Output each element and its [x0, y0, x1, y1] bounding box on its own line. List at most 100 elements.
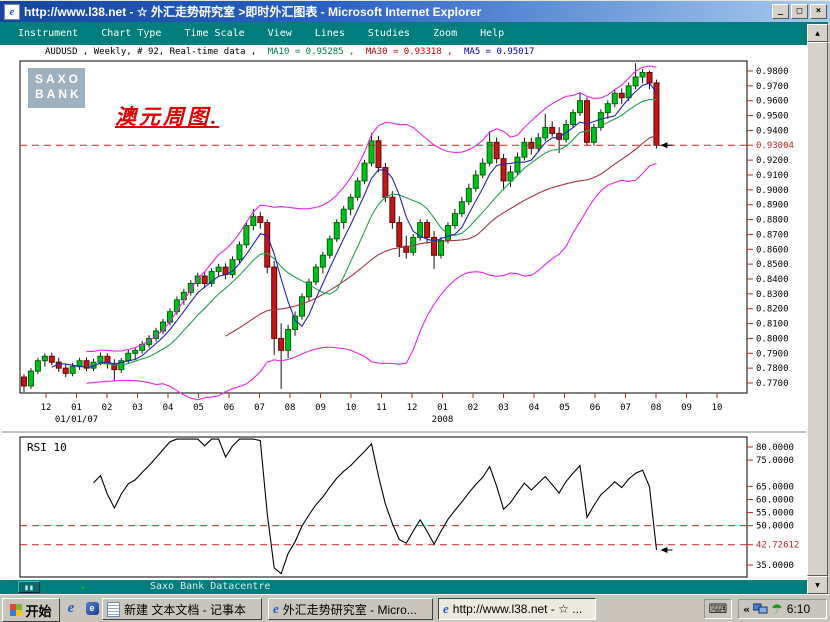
scroll-up-icon[interactable]: ▲ [807, 24, 828, 42]
app-quicklaunch-icon[interactable]: e [84, 600, 100, 616]
notepad-icon [107, 601, 120, 617]
start-button[interactable]: 开始 [2, 598, 60, 622]
svg-text:10: 10 [712, 403, 723, 413]
menu-instrument[interactable]: Instrument [18, 28, 79, 39]
window-controls: _ □ × [772, 4, 827, 19]
minimize-button[interactable]: _ [772, 4, 789, 19]
crosshair-tool-icon[interactable]: + [80, 582, 86, 592]
svg-text:12: 12 [41, 403, 52, 413]
keyboard-tray-icon[interactable]: ⌨ [704, 599, 732, 619]
svg-text:03: 03 [132, 403, 143, 413]
rsi-axis: 80.0000 75.0000 65.0000 60.0000 55.0000 50.00… [747, 443, 799, 571]
svg-text:12: 12 [407, 403, 418, 413]
svg-text:09: 09 [315, 403, 326, 413]
umbrella-tray-icon[interactable]: ☂ [771, 601, 783, 617]
saxo-bank-logo: SAXO BANK [28, 68, 85, 108]
svg-text:02: 02 [468, 403, 479, 413]
svg-text:50.0000: 50.0000 [756, 522, 794, 532]
chart-tool-icon[interactable]: ▮▮ [18, 581, 40, 593]
svg-text:08: 08 [651, 403, 662, 413]
svg-text:0.8600: 0.8600 [756, 245, 789, 255]
menu-chart-type[interactable]: Chart Type [101, 28, 162, 39]
menu-help[interactable]: Help [480, 28, 505, 39]
scrollbar-thumb[interactable] [807, 42, 828, 576]
svg-text:0.9700: 0.9700 [756, 82, 789, 92]
window-frame-left [0, 45, 2, 594]
tray-collapse-icon[interactable]: « [743, 602, 751, 616]
vertical-scrollbar[interactable]: ▲ ▼ [807, 24, 828, 594]
task-button-3[interactable]: e http://www.l38.net - ☆ ... [438, 598, 596, 620]
price-chart-canvas: 0.9800 0.9700 0.9600 0.9500 0.9400 0.9200 0.91… [0, 60, 806, 578]
rsi-label: RSI 10 [27, 441, 67, 454]
task-button-1[interactable]: 新建 文本文档 - 记事本 [102, 598, 262, 620]
system-tray: « ☂ 6:10 [738, 599, 827, 619]
main-chart-box [19, 60, 748, 394]
taskbar: 开始 e e 新建 文本文档 - 记事本 e 外汇走势研究室 - Micro... e… [0, 594, 830, 622]
svg-text:0.8400: 0.8400 [756, 275, 789, 285]
svg-text:0.9200: 0.9200 [756, 156, 789, 166]
svg-text:04: 04 [163, 403, 174, 413]
svg-text:0.7800: 0.7800 [756, 364, 789, 374]
ie-page-icon: e [4, 3, 20, 20]
chart-header: AUDUSD , Weekly, # 92, Real-time data , … [45, 47, 540, 57]
ie-icon: e [273, 601, 279, 616]
svg-text:07: 07 [254, 403, 265, 413]
last-price-label: 0.93004 [756, 141, 794, 151]
svg-text:75.0000: 75.0000 [756, 456, 794, 466]
status-bar: ▮▮ + Saxo Bank Datacentre [0, 580, 807, 594]
scroll-down-icon[interactable]: ▼ [807, 576, 828, 594]
ie-quicklaunch-icon[interactable]: e [67, 599, 75, 616]
svg-text:60.0000: 60.0000 [756, 495, 794, 505]
svg-text:0.8300: 0.8300 [756, 290, 789, 300]
network-tray-icon[interactable] [753, 603, 768, 615]
svg-text:0.9400: 0.9400 [756, 126, 789, 136]
window-title: http://www.l38.net - ☆ 外汇走势研究室 >即时外汇图表 -… [24, 5, 482, 19]
task-button-label: 新建 文本文档 - 记事本 [124, 602, 246, 617]
menu-studies[interactable]: Studies [367, 28, 411, 39]
svg-text:06: 06 [224, 403, 235, 413]
task-button-2[interactable]: e 外汇走势研究室 - Micro... [268, 598, 433, 620]
svg-text:0.8700: 0.8700 [756, 230, 789, 240]
windows-flag-icon [10, 604, 23, 616]
menu-zoom[interactable]: Zoom [433, 28, 458, 39]
instrument-info: AUDUSD , Weekly, # 92, Real-time data , [45, 47, 257, 57]
svg-text:2008: 2008 [432, 415, 454, 425]
svg-text:0.7700: 0.7700 [756, 379, 789, 389]
menu-bar: Instrument Chart Type Time Scale View Lines S… [0, 22, 830, 45]
title-bar: e http://www.l38.net - ☆ 外汇走势研究室 >即时外汇图表… [0, 0, 830, 22]
svg-text:0.9100: 0.9100 [756, 171, 789, 181]
start-label: 开始 [25, 603, 52, 619]
svg-text:0.8100: 0.8100 [756, 320, 789, 330]
menu-view[interactable]: View [267, 28, 292, 39]
menu-time-scale[interactable]: Time Scale [184, 28, 245, 39]
svg-text:07: 07 [620, 403, 631, 413]
svg-text:08: 08 [285, 403, 296, 413]
svg-text:65.0000: 65.0000 [756, 482, 794, 492]
status-text: Saxo Bank Datacentre [150, 581, 271, 592]
maximize-button[interactable]: □ [791, 4, 808, 19]
svg-text:55.0000: 55.0000 [756, 509, 794, 519]
svg-text:01: 01 [437, 403, 448, 413]
svg-text:0.9000: 0.9000 [756, 186, 789, 196]
svg-text:09: 09 [681, 403, 692, 413]
ma10-label: MA10 = 0.95285 , [267, 47, 355, 57]
logo-line2: BANK [35, 87, 82, 101]
menu-lines[interactable]: Lines [314, 28, 345, 39]
window-frame-right [828, 22, 830, 594]
svg-text:0.9600: 0.9600 [756, 97, 789, 107]
svg-text:04: 04 [529, 403, 540, 413]
content-area: AUDUSD , Weekly, # 92, Real-time data , … [0, 45, 807, 580]
ie-icon: e [443, 601, 449, 616]
svg-text:35.0000: 35.0000 [756, 561, 794, 571]
svg-text:02: 02 [102, 403, 113, 413]
svg-text:0.8500: 0.8500 [756, 260, 789, 270]
svg-text:05: 05 [193, 403, 204, 413]
svg-text:0.8000: 0.8000 [756, 334, 789, 344]
rsi-chart-box [19, 436, 748, 578]
close-button[interactable]: × [810, 4, 827, 19]
price-axis: 0.9800 0.9700 0.9600 0.9500 0.9400 0.9200 0.91… [747, 67, 794, 389]
rsi-current-label: 42.72612 [756, 541, 799, 551]
ma5-label: MA5 = 0.95017 [464, 47, 535, 57]
clock: 6:10 [786, 602, 811, 616]
